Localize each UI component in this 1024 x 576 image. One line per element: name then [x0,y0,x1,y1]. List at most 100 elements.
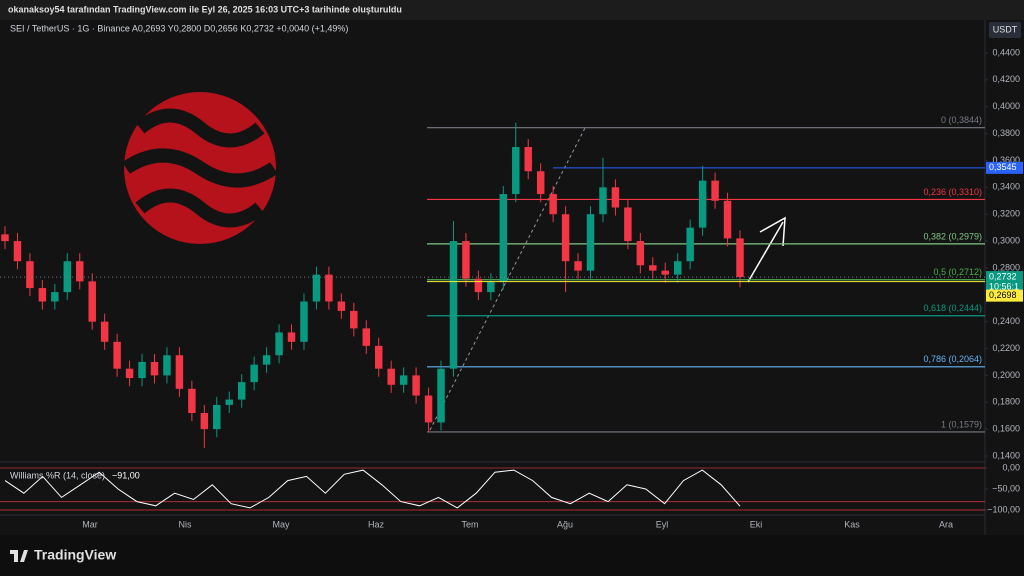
candle-body [499,194,508,282]
candle-body [387,368,395,385]
y-tick-label: 0,3600 [992,155,1020,165]
candle-body [474,278,483,293]
y-tick-label: 0,4000 [992,101,1020,111]
y-tick-label: 0,2000 [992,370,1020,380]
candle-body [1,234,9,242]
price-tag [986,271,1023,294]
fib-label: 0,786 (0,2064) [923,354,982,364]
candle-body [26,261,34,289]
y-tick-label: 0,1400 [992,450,1020,460]
countdown: 10:56:1 [989,281,1019,291]
candle-body [636,241,645,266]
candle-body [200,413,209,430]
candle-body [275,332,283,356]
candle-body [574,261,582,271]
candle-body [188,388,196,414]
x-tick-label: Tem [461,519,478,529]
chart-title: okanaksoy54 tarafından TradingView.com i… [8,4,402,14]
candle-body [125,368,134,379]
candle-body [424,395,433,423]
candle-body [175,355,184,389]
indicator-tick-label: −50,00 [992,483,1020,493]
candle-body [412,375,420,396]
y-tick-label: 0,2400 [992,316,1020,326]
brand: TradingView [34,547,116,563]
candle-body [649,265,657,271]
candle-body [300,301,308,342]
candle-body [686,227,694,262]
candle-body [437,368,445,423]
candle-body [113,341,121,369]
candle-body [661,270,669,275]
indicator-tick-label: −100,00 [987,504,1020,514]
fib-label: 0 (0,3844) [941,115,982,125]
y-tick-label: 0,3200 [992,209,1020,219]
candle-body [723,200,732,239]
candle-body [586,214,595,271]
symbol-info: SEI / TetherUS · 1G · Binance A0,2693 Y0… [10,23,348,33]
candle-body [100,321,109,342]
price-tag-label: 0,2698 [989,290,1017,300]
x-tick-label: Eki [750,519,763,529]
candle-body [51,292,59,302]
sei-logo [122,92,278,244]
indicator-title: Williams %R (14, close) [10,470,105,480]
trend-line [429,127,586,431]
candle-body [698,180,707,228]
y-tick-label: 0,3400 [992,182,1020,192]
candle-body [549,194,557,215]
indicator-last: −91,00 [112,470,140,480]
currency: USDT [993,24,1018,34]
williams-line [4,469,741,509]
price-tag [986,289,1023,302]
candle-body [611,187,620,208]
candle-body [362,328,371,346]
fib-label: 0,382 (0,2979) [923,231,982,241]
x-tick-label: Haz [368,519,385,529]
fib-label: 0,236 (0,3310) [923,187,982,197]
indicator-tick-label: 0,00 [1002,462,1020,472]
y-tick-label: 0,4400 [992,47,1020,57]
price-tag-label: 0,3545 [989,162,1017,172]
price-tag [986,161,1023,174]
candle-body [312,274,321,302]
candle-body [38,288,47,302]
candle-body [512,147,520,195]
x-tick-label: Eyl [656,519,669,529]
candle-body [624,207,632,242]
y-tick-label: 0,3000 [992,235,1020,245]
y-tick-label: 0,2800 [992,262,1020,272]
candle-body [673,261,682,275]
candle-body [262,355,271,365]
y-tick-label: 0,1600 [992,424,1020,434]
candle-body [711,180,719,201]
x-tick-label: May [272,519,290,529]
candle-body [76,261,84,282]
candle-body [163,355,171,376]
candle-body [88,281,96,322]
fib-label: 0,5 (0,2712) [933,267,982,277]
candle-body [337,301,346,311]
candle-body [399,375,408,385]
candle-body [561,214,570,262]
y-tick-label: 0,2200 [992,343,1020,353]
candle-body [250,364,258,383]
footer [0,535,1024,576]
arrow [747,216,786,283]
candle-body [325,274,333,302]
candle-body [462,241,470,279]
candle-body [138,361,146,379]
candle-body [536,171,545,195]
y-tick-label: 0,4200 [992,74,1020,84]
x-tick-label: Nis [179,519,192,529]
candle-body [213,404,221,430]
candle-body [449,241,458,369]
header-bar [0,0,1024,20]
candle-body [63,261,72,293]
price-tag-label: 0,2732 [989,271,1017,281]
candle-body [736,238,744,278]
candle-body [374,345,383,369]
x-tick-label: Mar [82,519,98,529]
fib-label: 1 (0,1579) [941,419,982,429]
